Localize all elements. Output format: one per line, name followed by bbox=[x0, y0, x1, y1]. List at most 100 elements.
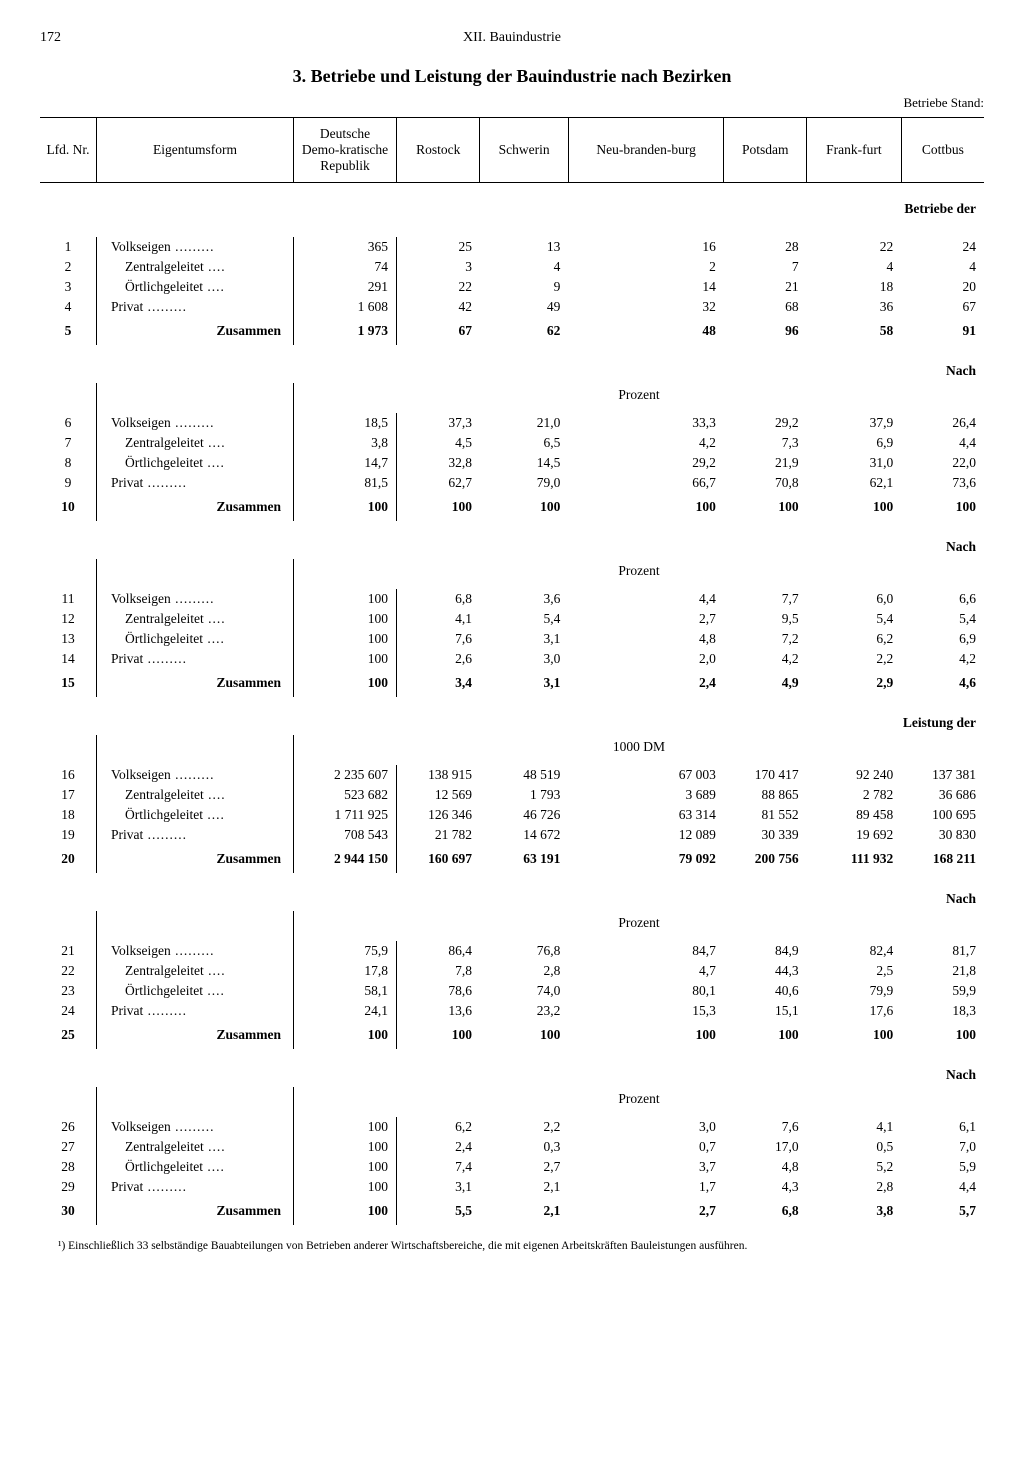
cell: 79,0 bbox=[480, 473, 568, 493]
cell: 3,1 bbox=[397, 1177, 480, 1197]
cell: 6,2 bbox=[397, 1117, 480, 1137]
cell: 7,7 bbox=[724, 589, 807, 609]
cell: 13,6 bbox=[397, 1001, 480, 1021]
cell: 7,0 bbox=[901, 1137, 984, 1157]
cell: 4,1 bbox=[397, 609, 480, 629]
row-number: 9 bbox=[40, 473, 97, 493]
row-label: Zentralgeleitet bbox=[97, 257, 294, 277]
chapter-title: XII. Bauindustrie bbox=[463, 30, 561, 46]
cell: 6,8 bbox=[724, 1197, 807, 1225]
cell: 28 bbox=[724, 237, 807, 257]
cell: 4,9 bbox=[724, 669, 807, 697]
cell: 4,2 bbox=[568, 433, 723, 453]
row-label: Zentralgeleitet bbox=[97, 1137, 294, 1157]
section-label-right: Nach bbox=[40, 521, 984, 559]
cell: 84,9 bbox=[724, 941, 807, 961]
table-row: 13Örtlichgeleitet1007,63,14,87,26,26,9 bbox=[40, 629, 984, 649]
cell: 22 bbox=[397, 277, 480, 297]
sum-row: 20Zusammen2 944 150160 69763 19179 09220… bbox=[40, 845, 984, 873]
cell: 4,2 bbox=[724, 649, 807, 669]
cell: 5,9 bbox=[901, 1157, 984, 1177]
cell: 3,4 bbox=[397, 669, 480, 697]
cell: 100 bbox=[901, 493, 984, 521]
cell: 100 bbox=[294, 1157, 397, 1177]
cell: 48 519 bbox=[480, 765, 568, 785]
cell: 9,5 bbox=[724, 609, 807, 629]
cell: 20 bbox=[901, 277, 984, 297]
row-number: 25 bbox=[40, 1021, 97, 1049]
section-label-right: Nach bbox=[40, 345, 984, 383]
cell: 18 bbox=[807, 277, 902, 297]
section-label-center: Prozent bbox=[40, 911, 984, 941]
cell: 7,3 bbox=[724, 433, 807, 453]
table-row: 2Zentralgeleitet74342744 bbox=[40, 257, 984, 277]
cell: 523 682 bbox=[294, 785, 397, 805]
col-cottbus: Cottbus bbox=[901, 118, 984, 183]
cell: 100 bbox=[480, 1021, 568, 1049]
cell: 23,2 bbox=[480, 1001, 568, 1021]
row-label: Volkseigen bbox=[97, 1117, 294, 1137]
row-label: Volkseigen bbox=[97, 413, 294, 433]
col-schwerin: Schwerin bbox=[480, 118, 568, 183]
cell: 86,4 bbox=[397, 941, 480, 961]
section-label-center: Prozent bbox=[40, 559, 984, 589]
cell: 58 bbox=[807, 317, 902, 345]
cell: 14,5 bbox=[480, 453, 568, 473]
row-number: 8 bbox=[40, 453, 97, 473]
cell: 7,2 bbox=[724, 629, 807, 649]
table-row: 23Örtlichgeleitet58,178,674,080,140,679,… bbox=[40, 981, 984, 1001]
cell: 160 697 bbox=[397, 845, 480, 873]
cell: 100 bbox=[807, 493, 902, 521]
cell: 4,2 bbox=[901, 649, 984, 669]
cell: 2,7 bbox=[480, 1157, 568, 1177]
cell: 7,6 bbox=[724, 1117, 807, 1137]
row-label: Zentralgeleitet bbox=[97, 433, 294, 453]
cell: 67 bbox=[397, 317, 480, 345]
sum-row: 30Zusammen1005,52,12,76,83,85,7 bbox=[40, 1197, 984, 1225]
table-row: 9Privat81,562,779,066,770,862,173,6 bbox=[40, 473, 984, 493]
cell: 17,8 bbox=[294, 961, 397, 981]
cell: 91 bbox=[901, 317, 984, 345]
row-number: 21 bbox=[40, 941, 97, 961]
sum-label: Zusammen bbox=[97, 1021, 294, 1049]
cell: 22,0 bbox=[901, 453, 984, 473]
cell: 96 bbox=[724, 317, 807, 345]
sum-label: Zusammen bbox=[97, 493, 294, 521]
cell: 2,7 bbox=[568, 1197, 723, 1225]
cell: 0,3 bbox=[480, 1137, 568, 1157]
cell: 62,7 bbox=[397, 473, 480, 493]
footnote: ¹) Einschließlich 33 selbständige Bauabt… bbox=[40, 1239, 984, 1254]
cell: 40,6 bbox=[724, 981, 807, 1001]
sum-label: Zusammen bbox=[97, 1197, 294, 1225]
cell: 4,4 bbox=[568, 589, 723, 609]
cell: 5,4 bbox=[480, 609, 568, 629]
cell: 2,2 bbox=[807, 649, 902, 669]
col-potsdam: Potsdam bbox=[724, 118, 807, 183]
cell: 7,6 bbox=[397, 629, 480, 649]
cell: 16 bbox=[568, 237, 723, 257]
cell: 21 782 bbox=[397, 825, 480, 845]
cell: 68 bbox=[724, 297, 807, 317]
sum-row: 10Zusammen100100100100100100100 bbox=[40, 493, 984, 521]
row-number: 12 bbox=[40, 609, 97, 629]
table-row: 26Volkseigen1006,22,23,07,64,16,1 bbox=[40, 1117, 984, 1137]
row-label: Zentralgeleitet bbox=[97, 785, 294, 805]
col-eigentum: Eigentumsform bbox=[97, 118, 294, 183]
cell: 5,4 bbox=[807, 609, 902, 629]
cell: 6,9 bbox=[807, 433, 902, 453]
row-label: Zentralgeleitet bbox=[97, 961, 294, 981]
cell: 32 bbox=[568, 297, 723, 317]
cell: 21,8 bbox=[901, 961, 984, 981]
cell: 6,6 bbox=[901, 589, 984, 609]
table-row: 22Zentralgeleitet17,87,82,84,744,32,521,… bbox=[40, 961, 984, 981]
cell: 200 756 bbox=[724, 845, 807, 873]
cell: 1 711 925 bbox=[294, 805, 397, 825]
row-number: 23 bbox=[40, 981, 97, 1001]
cell: 30 830 bbox=[901, 825, 984, 845]
cell: 81 552 bbox=[724, 805, 807, 825]
cell: 81,7 bbox=[901, 941, 984, 961]
cell: 3 689 bbox=[568, 785, 723, 805]
row-label: Privat bbox=[97, 297, 294, 317]
cell: 9 bbox=[480, 277, 568, 297]
cell: 6,2 bbox=[807, 629, 902, 649]
